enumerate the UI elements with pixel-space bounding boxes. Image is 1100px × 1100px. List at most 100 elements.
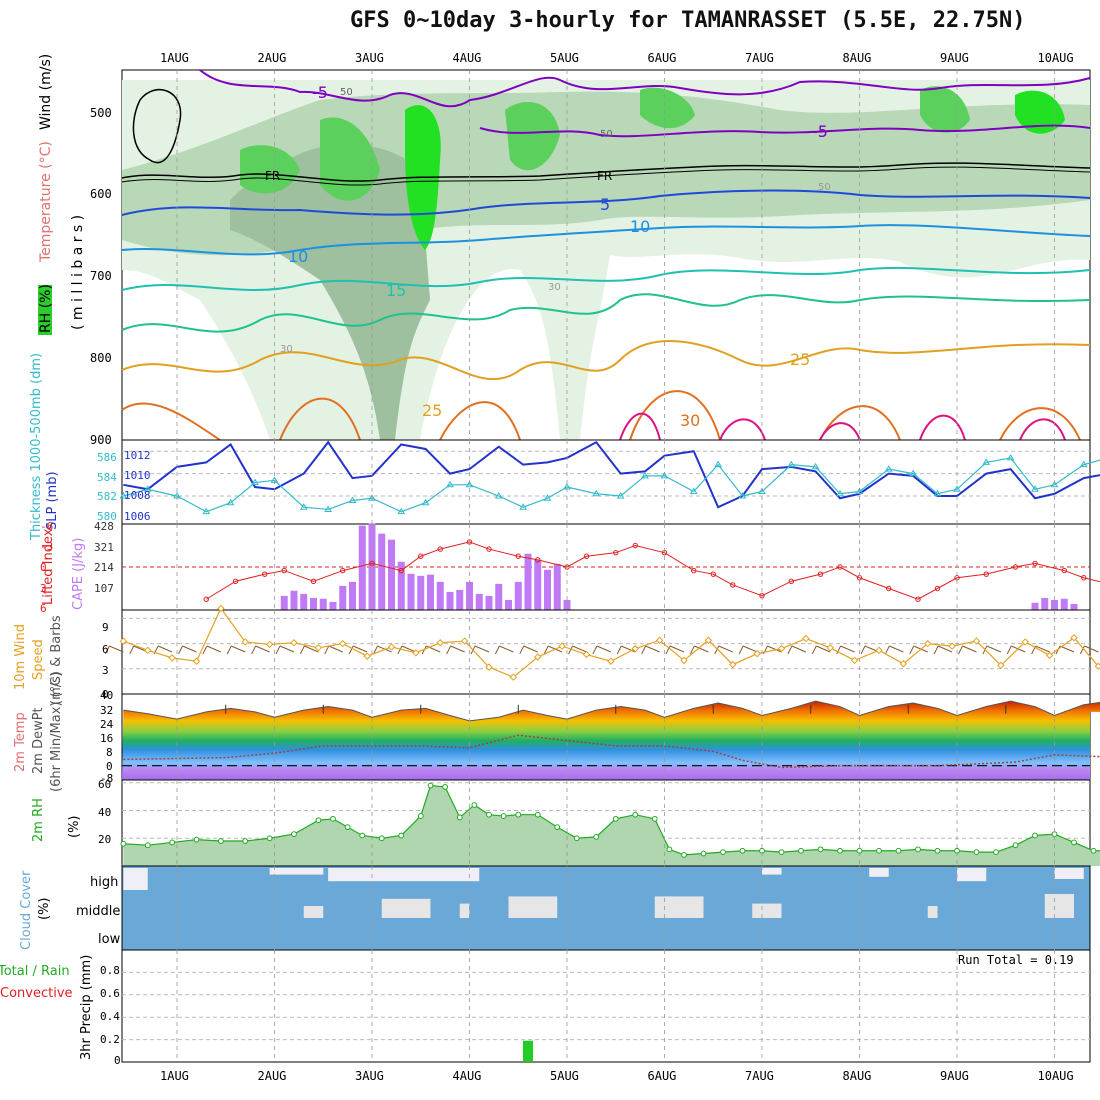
wind-barb: [231, 645, 246, 653]
contour-label-25-a: 25: [790, 350, 810, 369]
upper-panel: -5 -5 50 50 FR FR 5 10 10 15 30 25 25 30…: [38, 54, 1091, 447]
upper-ylabel-rh: RH (%): [38, 284, 54, 333]
thickness-point: [202, 507, 211, 515]
freezing-loop: [132, 89, 182, 164]
wind-barb: [499, 645, 514, 653]
wind-speed-point: [168, 654, 176, 662]
rh-point: [593, 833, 600, 840]
cape-bar: [495, 583, 503, 610]
rh-point: [427, 782, 434, 789]
cloud-high-gap: [269, 868, 324, 875]
x-label-bottom-6AUG: 6AUG: [648, 1069, 677, 1083]
slp-panel-frame: [121, 439, 1091, 525]
rh-point: [666, 846, 673, 853]
wind-barb: [474, 645, 490, 653]
isotherm-freezing: [121, 162, 1091, 182]
precip-panel: Run Total = 0.19 0.8 0.6 0.4 0.2 0 Total…: [0, 949, 1091, 1067]
wind-barb-feather: [446, 645, 452, 655]
x-label-top-2AUG: 2AUG: [258, 51, 287, 65]
slp-ytick-left-1: 584: [97, 471, 117, 484]
cape-panel: -6 -3 0 3 6 428 321 214 107 Lifted Index…: [40, 520, 1100, 615]
wind-speed-point: [607, 657, 615, 665]
cape-bar: [1041, 597, 1049, 610]
rh-point: [330, 815, 336, 822]
wind-speed-point: [972, 637, 981, 645]
wind-barb-feather: [178, 645, 183, 655]
cloud-middle-gap: [927, 906, 938, 918]
x-label-bottom-2AUG: 2AUG: [258, 1069, 287, 1083]
wind-barb: [523, 645, 538, 653]
rh-shading-green-7: [1015, 90, 1065, 134]
cape-ytick-cape-3: 107: [94, 582, 114, 595]
wind-barb: [1035, 645, 1050, 653]
wind-barb-feather: [543, 645, 549, 655]
isotherm-freezing-2: [121, 166, 1091, 186]
cape-bar: [427, 574, 434, 610]
temp-ytick-24: 24: [100, 718, 114, 731]
precip-ytick-02: 0.2: [100, 1033, 120, 1046]
lifted-index-point: [535, 557, 541, 563]
cape-bar: [378, 533, 386, 610]
cloud-level-low: low: [98, 932, 121, 947]
rh-ytick-60: 60: [98, 778, 111, 791]
rh-point: [378, 835, 385, 842]
cloud-middle-gap: [303, 906, 324, 918]
cape-ylabel-lifted-index: Lifted Index: [41, 528, 56, 605]
thickness-point: [397, 507, 406, 515]
contour-label-minus5-b: -5: [812, 122, 828, 141]
cape-bar: [388, 539, 395, 610]
cape-bar: [475, 593, 483, 610]
cloud-panel: high middle low Cloud Cover (%): [19, 865, 1091, 951]
x-label-bottom-1AUG: 1AUG: [160, 1069, 189, 1083]
lifted-index-line: [205, 541, 1100, 600]
wind-barb-feather: [836, 645, 842, 655]
wind-ytick-6: 6: [102, 643, 109, 656]
wind-barb-feather: [373, 645, 378, 655]
cloud-middle-gap: [654, 896, 704, 918]
thickness-point: [660, 471, 669, 479]
rh-point: [456, 814, 463, 821]
cloud-high-gap: [328, 868, 480, 882]
precip-ylabel-2: Convective: [0, 986, 73, 1001]
lifted-index-point: [730, 582, 736, 588]
rh-legend-swatch: [38, 285, 52, 335]
temp-ylabel-2: 2m DewPt: [31, 707, 46, 774]
wind-barb-feather: [616, 645, 622, 655]
precip-bars-layer: [122, 971, 1090, 1062]
contour-label-15: 15: [386, 281, 406, 300]
cloud-panel-frame: [121, 865, 1091, 951]
cape-bar: [300, 593, 308, 610]
cape-bar: [436, 581, 444, 610]
cape-bar: [358, 525, 366, 610]
cape-ytick-li-3: 3: [40, 582, 47, 595]
wind-barb-feather: [397, 645, 403, 655]
upper-ytick-800: 800: [90, 351, 112, 365]
temp2m-panel: 40 32 24 16 8 0 -8 2m Temp 2m DewPt (6hr…: [13, 672, 1100, 792]
temp-ytick-40: 40: [100, 689, 113, 702]
x-label-top-8AUG: 8AUG: [843, 51, 872, 65]
wind-barb: [450, 645, 465, 653]
wind-speed-point: [850, 656, 859, 665]
wind-barb-feather: [811, 645, 817, 655]
slp-line: [123, 440, 1100, 509]
upper-ytick-500: 500: [90, 106, 112, 120]
rh-point: [486, 811, 492, 818]
slp-ytick-right-0: 1012: [124, 449, 151, 462]
rh-point: [778, 849, 785, 856]
wind-barb-feather: [909, 645, 915, 655]
cape-bar: [290, 590, 298, 610]
rh-shading-green-1: [240, 145, 300, 194]
x-axis-bottom: 1AUG 2AUG 3AUG 4AUG 5AUG 6AUG 7AUG 8AUG 9AUG 10AU…: [160, 1069, 1074, 1083]
upper-ylabel-temperature: Temperature (°C): [38, 141, 54, 263]
wind-speed-point: [802, 634, 810, 643]
wind-ylabel-1: 10m Wind: [13, 624, 28, 690]
wind-barb-feather: [592, 645, 598, 655]
wind-ytick-9: 9: [102, 621, 109, 634]
lifted-index-point: [710, 571, 716, 577]
thickness-point: [714, 460, 723, 468]
rh-fill-light: [123, 785, 1100, 866]
slp-ylabel-thickness: Thickness 1000-500mb (dm): [29, 353, 44, 541]
cape-bar: [485, 595, 493, 610]
thickness-point: [933, 489, 942, 497]
wind-barb: [596, 645, 612, 653]
